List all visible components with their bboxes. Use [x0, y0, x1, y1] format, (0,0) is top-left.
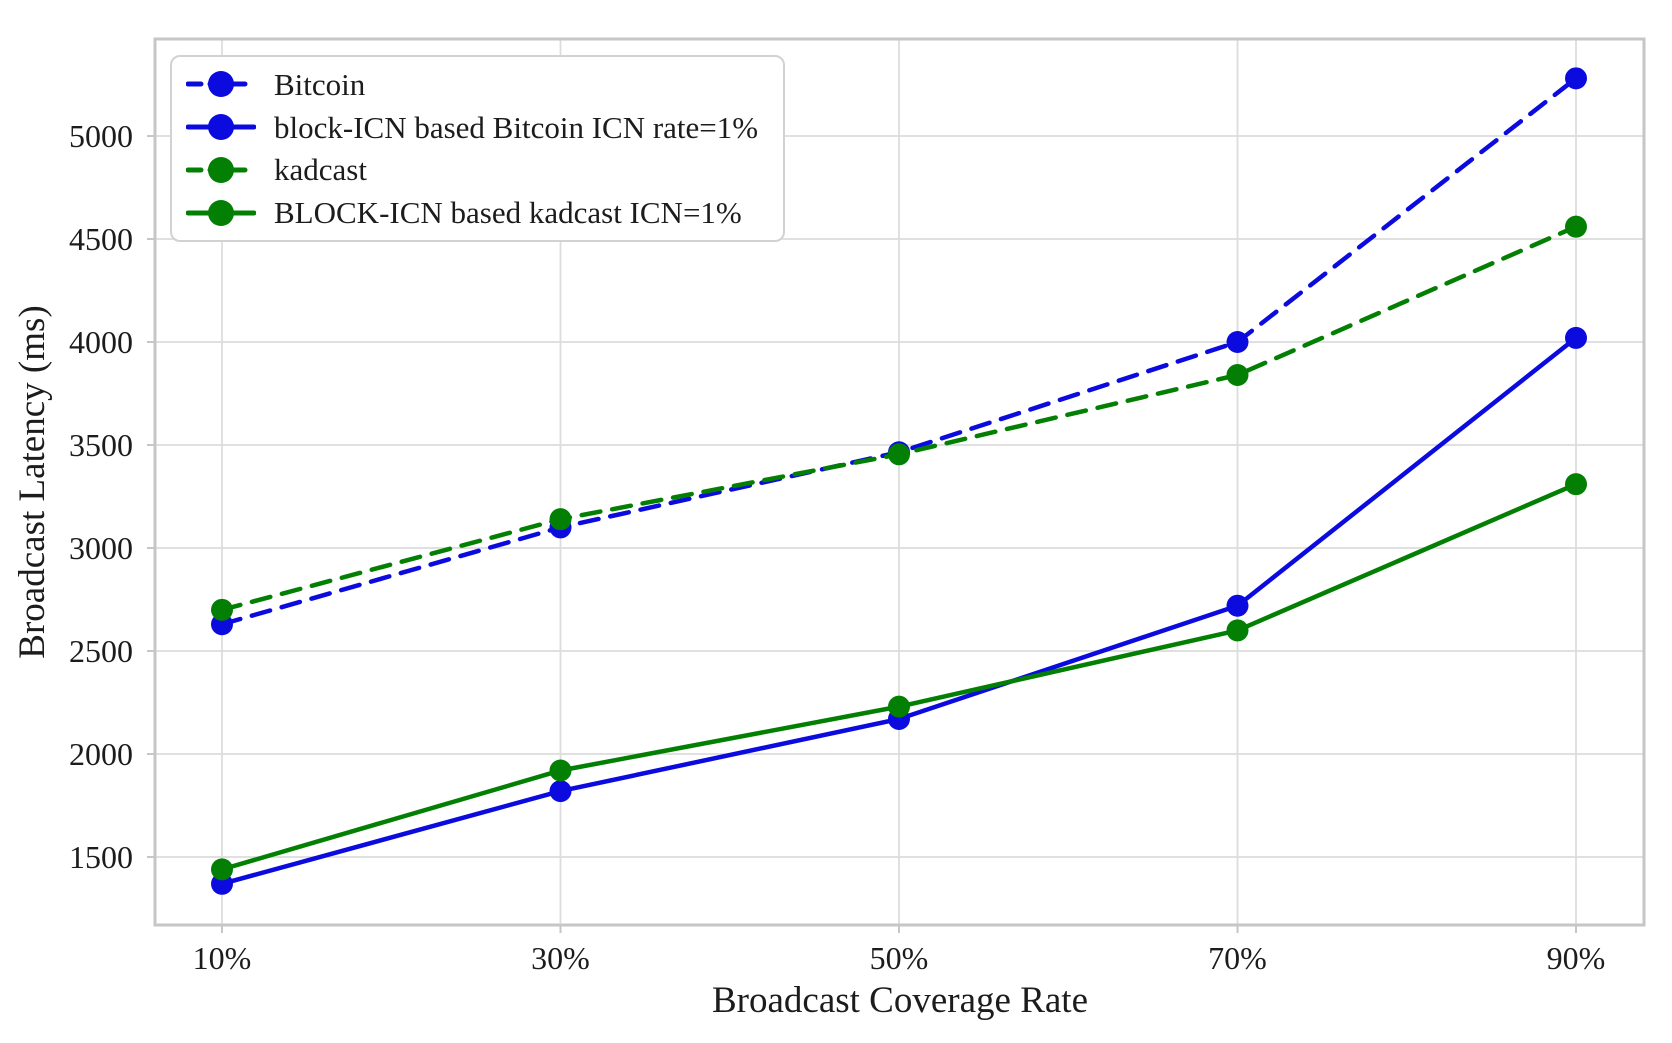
data-point-marker [1565, 326, 1587, 349]
legend-line-sample-icon [186, 71, 256, 98]
y-tick-label: 5000 [69, 118, 133, 154]
data-point-marker [888, 695, 910, 718]
legend-line-sample-icon [186, 199, 256, 226]
data-point-marker [549, 759, 572, 782]
tick-label-layer: 1500 2000 2500 3000 3500 4000 4500 5000 10% 30% 50… [69, 118, 1605, 976]
data-point-marker [1226, 363, 1249, 386]
legend-item: BLOCK-ICN based kadcast ICN=1% [186, 192, 783, 234]
legend-item: Bitcoin [186, 63, 783, 105]
data-point-marker [1565, 215, 1587, 238]
data-point-marker [1226, 331, 1249, 354]
legend-item-label: block-ICN based Bitcoin ICN rate=1% [274, 109, 759, 145]
legend-item-label: kadcast [274, 152, 367, 188]
data-point-marker [1565, 473, 1587, 496]
series-layer [211, 67, 1587, 895]
y-tick-label: 4000 [69, 324, 133, 360]
data-point-marker [1565, 67, 1587, 90]
y-tick-label: 2000 [69, 736, 133, 772]
y-tick-label: 3500 [69, 427, 133, 463]
axes-spines [153, 37, 1646, 927]
y-axis-title: Broadcast Latency (ms) [12, 305, 53, 658]
legend-item-label: Bitcoin [274, 66, 366, 102]
data-point-marker [211, 598, 233, 621]
x-axis-title: Broadcast Coverage Rate [712, 980, 1088, 1021]
chart-legend: Bitcoin block-ICN based Bitcoin ICN rate=… [170, 55, 785, 242]
x-tick-label: 70% [1208, 940, 1267, 976]
x-tick-label: 90% [1547, 940, 1606, 976]
data-point-marker [211, 858, 233, 881]
legend-item-label: BLOCK-ICN based kadcast ICN=1% [274, 195, 742, 231]
x-tick-label: 10% [193, 940, 252, 976]
legend-line-sample-icon [186, 114, 256, 141]
x-tick-label: 50% [870, 940, 929, 976]
x-tick-label: 30% [531, 940, 590, 976]
data-point-marker [549, 780, 572, 803]
y-tick-label: 2500 [69, 633, 133, 669]
legend-line-sample-icon [186, 156, 256, 183]
data-point-marker [1226, 594, 1249, 617]
data-point-marker [549, 508, 572, 531]
plot-border [153, 37, 1646, 927]
y-tick-label: 1500 [69, 839, 133, 875]
legend-item: kadcast [186, 149, 783, 191]
data-point-marker [888, 443, 910, 466]
y-tick-label: 3000 [69, 530, 133, 566]
legend-item: block-ICN based Bitcoin ICN rate=1% [186, 106, 783, 148]
data-point-marker [1226, 619, 1249, 642]
y-tick-label: 4500 [69, 221, 133, 257]
